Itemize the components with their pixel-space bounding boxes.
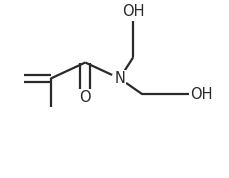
Text: OH: OH: [190, 87, 212, 102]
Text: O: O: [79, 90, 91, 105]
Text: OH: OH: [122, 4, 144, 19]
Text: N: N: [114, 71, 125, 86]
